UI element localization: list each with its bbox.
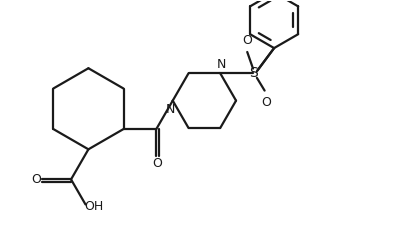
Text: O: O: [31, 173, 41, 186]
Text: O: O: [262, 96, 272, 109]
Text: O: O: [242, 34, 252, 47]
Text: N: N: [166, 103, 176, 116]
Text: S: S: [249, 66, 257, 80]
Text: N: N: [216, 58, 226, 71]
Text: O: O: [152, 157, 162, 170]
Text: OH: OH: [84, 200, 104, 213]
